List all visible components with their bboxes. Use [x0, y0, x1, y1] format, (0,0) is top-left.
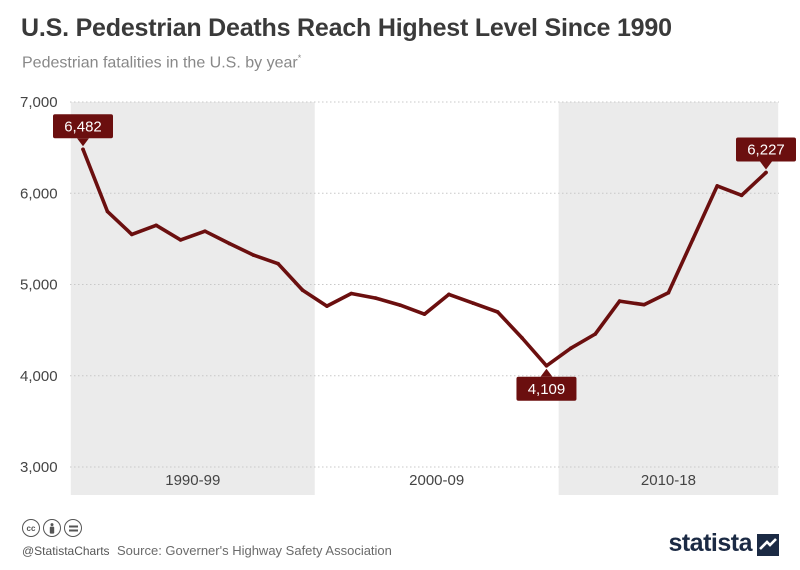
data-point-1995: [203, 229, 207, 234]
period-band-0: [70, 102, 315, 495]
data-point-2008: [520, 336, 524, 340]
source-text: Source: Governer's Highway Safety Associ…: [117, 543, 392, 558]
attribution-icon: [43, 519, 61, 537]
data-label-2009: 4,109: [516, 368, 577, 401]
chart-subtitle: Pedestrian fatalities in the U.S. by yea…: [22, 53, 301, 72]
y-tick-label-4: 7,000: [20, 94, 58, 111]
data-label-pointer: [77, 138, 89, 147]
person-glyph: [49, 522, 55, 534]
chart-title: U.S. Pedestrian Deaths Reach Highest Lev…: [21, 14, 672, 42]
period-band-label-1: 2000-09: [409, 472, 464, 489]
data-label-text: 6,482: [64, 118, 102, 135]
data-point-2009: [544, 364, 549, 368]
data-point-2001: [349, 291, 354, 296]
data-point-2011: [593, 332, 598, 336]
y-tick-label-1: 4,000: [20, 368, 58, 385]
period-band-2: [558, 102, 779, 495]
data-label-box: [516, 376, 577, 401]
data-point-2006: [471, 301, 476, 306]
equals-glyph: [68, 525, 78, 531]
data-point-1998: [276, 261, 280, 266]
data-point-1997: [251, 253, 256, 258]
data-point-2003: [398, 303, 402, 307]
data-point-2015: [691, 237, 695, 242]
data-label-2018: 6,227: [736, 137, 796, 170]
data-label-annotations: 6,482 4,109 6,227: [53, 114, 796, 401]
data-point-1991: [105, 209, 110, 214]
subtitle-text: Pedestrian fatalities in the U.S. by yea…: [22, 54, 298, 72]
y-axis-tick-labels: 3,000 4,000 5,000 6,000 7,000: [20, 94, 58, 476]
data-label-box: [53, 114, 113, 139]
creative-commons-icon: cc: [22, 519, 40, 537]
data-point-1994: [178, 238, 183, 242]
period-band-labels: 1990-99 2000-09 2010-18: [165, 472, 696, 489]
period-band-label-2: 2010-18: [641, 472, 696, 489]
data-point-1993: [154, 223, 158, 228]
y-tick-label-3: 6,000: [20, 185, 58, 202]
subtitle-footnote-marker: *: [297, 53, 302, 63]
y-tick-label-2: 5,000: [20, 277, 58, 294]
data-point-2013: [642, 302, 646, 307]
data-label-pointer: [540, 368, 553, 377]
data-point-2005: [447, 292, 451, 297]
data-point-2002: [373, 296, 378, 300]
data-point-2007: [495, 310, 500, 314]
data-point-2018: [764, 170, 768, 175]
data-label-box: [736, 137, 796, 162]
no-derivatives-icon: [64, 519, 82, 537]
data-point-1990: [81, 147, 85, 152]
data-point-1992: [129, 232, 134, 237]
data-point-2012: [617, 299, 622, 303]
statista-logo-icon: [757, 534, 779, 556]
data-label-text: 6,227: [747, 142, 785, 159]
y-tick-label-0: 3,000: [20, 459, 58, 476]
statista-handle: @StatistaCharts: [22, 544, 110, 558]
data-point-2014: [666, 290, 671, 295]
data-point-2004: [422, 312, 427, 316]
data-points: [81, 147, 768, 368]
data-point-1996: [227, 241, 232, 246]
period-band-label-0: 1990-99: [165, 472, 220, 489]
data-label-1990: 6,482: [53, 114, 113, 147]
data-point-2016: [715, 184, 720, 188]
data-point-2017: [739, 193, 744, 198]
data-point-2010: [569, 346, 573, 350]
data-label-pointer: [760, 161, 772, 170]
license-icons: cc: [22, 519, 82, 537]
data-point-2000: [325, 304, 329, 308]
data-label-text: 4,109: [528, 381, 566, 398]
statista-logo-text[interactable]: statista: [668, 529, 752, 557]
data-point-1999: [300, 288, 305, 292]
period-bands: [70, 102, 779, 495]
